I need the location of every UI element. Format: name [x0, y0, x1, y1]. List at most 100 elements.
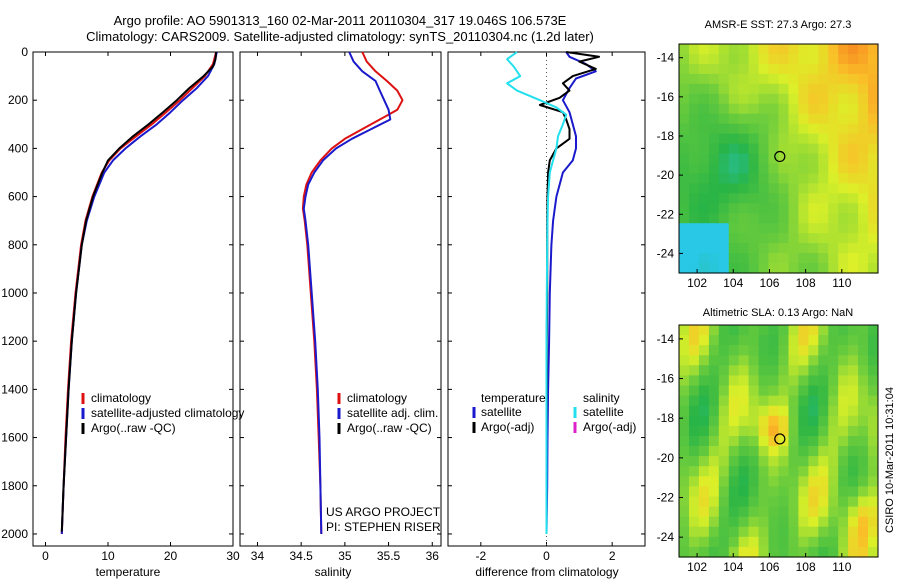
sla-heatmap-cell	[738, 516, 750, 528]
sst-heatmap-cell	[798, 113, 809, 125]
sst-heatmap-cell	[848, 133, 859, 145]
sla-heatmap-cell	[828, 385, 839, 397]
sla-heatmap-cell	[798, 385, 809, 397]
sal-xtick-label: 35.5	[377, 549, 401, 563]
sla-heatmap-cell	[828, 395, 839, 407]
sla-heatmap-cell	[708, 526, 720, 538]
sla-heatmap-cell	[768, 365, 779, 376]
sla-heatmap-cell	[858, 345, 869, 356]
sla-heatmap-cell	[808, 496, 819, 508]
sla-heatmap-cell	[838, 516, 849, 528]
sla-heatmap-cell	[689, 436, 700, 447]
sst-heatmap-cell	[788, 193, 799, 204]
sla-heatmap-cell	[689, 476, 700, 487]
sst-heatmap-cell	[818, 143, 829, 155]
sla-heatmap-cell	[679, 335, 690, 346]
sst-heatmap-cell	[808, 173, 819, 184]
sla-heatmap-cell	[768, 456, 779, 467]
sla-heatmap-cell	[858, 395, 869, 407]
sst-heatmap-cell	[778, 163, 789, 175]
sst-heatmap-cell	[728, 73, 740, 85]
sst-heatmap-cell	[818, 44, 829, 55]
sla-heatmap-cell	[758, 385, 770, 397]
sla-heatmap-cell	[848, 436, 859, 447]
sla-heatmap-cell	[758, 375, 770, 387]
sla-heatmap-cell	[738, 436, 750, 447]
sla-heatmap-cell	[728, 526, 740, 538]
sst-heatmap-cell	[848, 93, 859, 105]
sla-heatmap-cell	[689, 335, 700, 346]
sla-heatmap-cell	[708, 546, 720, 558]
temp-xtick-label: 10	[101, 549, 115, 563]
sst-heatmap-cell	[689, 203, 700, 214]
sst-heatmap-cell	[689, 223, 700, 234]
sla-heatmap-cell	[798, 395, 809, 407]
sst-heatmap-cell	[798, 203, 809, 214]
sst-heatmap-cell	[778, 93, 789, 105]
sst-heatmap-cell	[848, 113, 859, 125]
sst-heatmap-cell	[868, 183, 879, 194]
sst-heatmap-cell	[758, 263, 770, 274]
sla-heatmap-cell	[718, 486, 730, 498]
depth-ytick-label: 1200	[1, 334, 28, 348]
sla-heatmap-cell	[718, 395, 730, 407]
sst-heatmap-cell	[679, 143, 690, 155]
sst-heatmap-cell	[788, 263, 799, 274]
sla-heatmap-cell	[868, 526, 879, 538]
sla-heatmap-cell	[738, 425, 750, 437]
sst-heatmap-cell	[808, 243, 819, 254]
sst-xtick-label: 108	[796, 276, 816, 290]
sla-heatmap-cell	[768, 506, 779, 518]
sla-heatmap-cell	[848, 516, 859, 528]
sla-heatmap-cell	[768, 466, 779, 477]
sla-heatmap-cell	[838, 436, 849, 447]
sla-heatmap-cell	[778, 466, 789, 477]
sst-heatmap-cell	[689, 173, 700, 184]
sla-heatmap-cell	[758, 456, 770, 467]
sst-heatmap-cell	[818, 263, 829, 274]
sla-heatmap-cell	[778, 385, 789, 397]
sla-heatmap-cell	[808, 335, 819, 346]
sst-heatmap-cell	[768, 93, 779, 105]
sal-xtick-label: 36	[426, 549, 440, 563]
sla-heatmap-cell	[788, 405, 799, 417]
sst-heatmap-cell	[788, 213, 799, 224]
sst-heatmap-cell	[828, 223, 839, 234]
sla-heatmap-cell	[748, 456, 760, 467]
sla-heatmap-cell	[838, 345, 849, 356]
sla-heatmap-cell	[868, 335, 879, 346]
sst-heatmap-cell	[778, 223, 789, 234]
sst-heatmap-cell	[808, 163, 819, 175]
sst-heatmap-cell	[798, 153, 809, 165]
diff-legend-temperature-title: temperature	[481, 391, 546, 405]
sla-heatmap-cell	[708, 476, 720, 487]
sst-heatmap-cell	[768, 143, 779, 155]
sla-heatmap-cell	[868, 466, 879, 477]
sst-heatmap-cell	[858, 123, 869, 135]
sla-heatmap-cell	[738, 415, 750, 427]
sst-heatmap-cell	[788, 63, 799, 75]
sla-heatmap-cell	[788, 446, 799, 457]
sst-heatmap-cell	[698, 153, 710, 165]
temp-legend-label: satellite-adjusted climatology	[91, 406, 244, 420]
sst-heatmap-cell	[788, 163, 799, 175]
sla-heatmap-cell	[708, 446, 720, 457]
sst-heatmap-cell	[818, 183, 829, 194]
sla-heatmap-cell	[788, 395, 799, 407]
sla-heatmap-cell	[838, 536, 849, 548]
sst-heatmap-cell	[788, 54, 799, 65]
depth-ytick-label: 2000	[1, 527, 28, 541]
sst-xtick-label: 110	[832, 276, 851, 290]
sla-heatmap-cell	[679, 425, 690, 437]
sst-heatmap-cell	[698, 223, 710, 234]
sst-heatmap-cell	[788, 233, 799, 244]
sst-heatmap-cell	[748, 143, 760, 155]
sla-heatmap-cell	[758, 546, 770, 558]
sst-heatmap-cell	[728, 263, 740, 274]
sla-heatmap-cell	[848, 526, 859, 538]
sla-heatmap-cell	[848, 546, 859, 558]
sla-heatmap-cell	[748, 415, 760, 427]
sst-heatmap-cell	[798, 103, 809, 115]
sst-heatmap-cell	[778, 263, 789, 274]
sla-heatmap-cell	[818, 456, 829, 467]
